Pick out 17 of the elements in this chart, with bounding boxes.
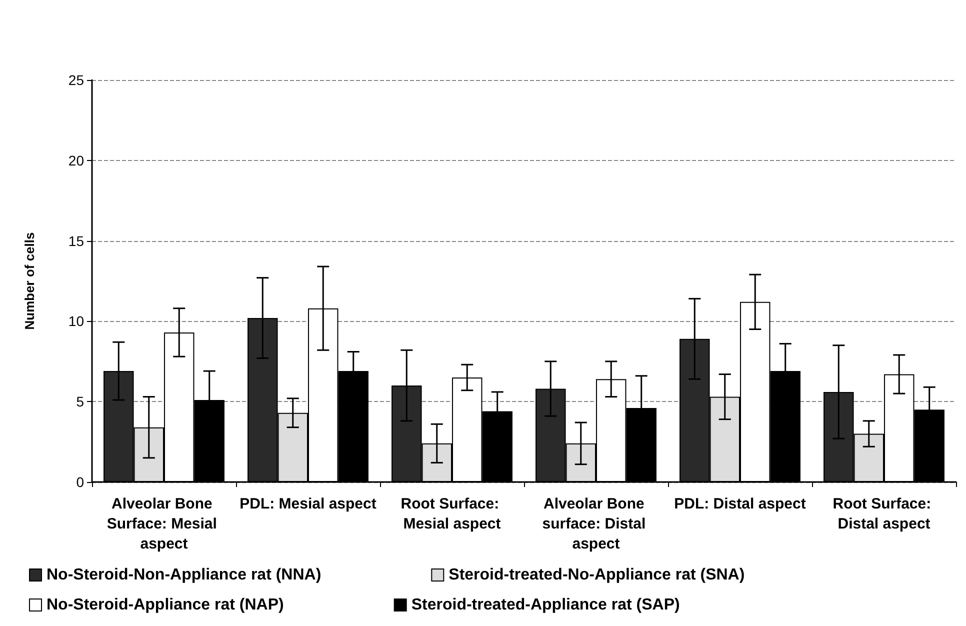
y-tick-label: 5 [76,394,84,410]
x-tick-label: Alveolar Bone Surface: Mesial aspect [106,496,222,552]
y-tick-label: 20 [68,152,84,168]
legend-label: Steroid-treated-Appliance rat (SAP) [411,596,680,614]
y-tick-label: 10 [68,313,84,330]
legend-label: No-Steroid-Appliance rat (NAP) [46,596,284,614]
legend-label: No-Steroid-Non-Appliance rat (NNA) [46,566,322,584]
y-axis-title: Number of cells [22,232,37,330]
x-tick-label: Alveolar Bone surface: Distal aspect [542,496,650,552]
x-tick-label: PDL: Distal aspect [674,496,806,512]
x-tick-label: Root Surface: Mesial aspect [400,496,504,532]
y-tick-label: 15 [68,232,84,249]
legend-label: Steroid-treated-No-Appliance rat (SNA) [448,566,745,584]
x-tick-label: PDL: Mesial aspect [240,496,376,512]
y-tick-label: 0 [76,474,84,490]
x-tick-label: Root Surface: Distal aspect [832,496,936,532]
y-tick-label: 25 [68,72,84,88]
